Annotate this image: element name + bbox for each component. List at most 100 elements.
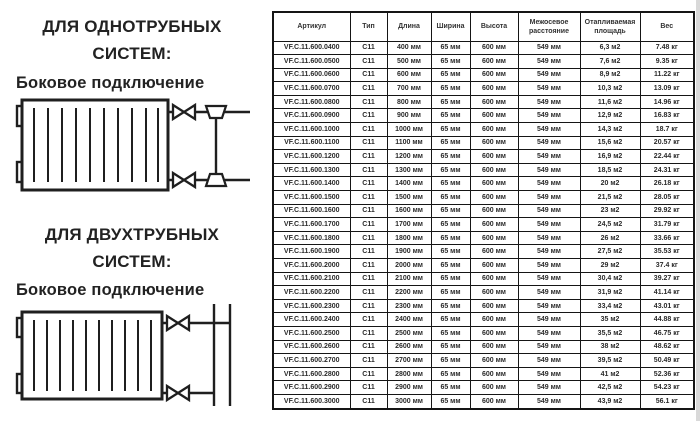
cell-article: VF.C.11.600.2100 <box>272 271 351 287</box>
cell-width: 65 мм <box>430 135 471 151</box>
table-row: VF.C.11.600.2700 C11 2700 мм 65 мм 600 м… <box>272 353 695 368</box>
cell-article: VF.C.11.600.2900 <box>272 380 351 395</box>
cell-article: VF.C.11.600.1300 <box>272 162 351 178</box>
cell-heated-area: 6,3 м2 <box>579 40 641 56</box>
cell-heated-area: 42,5 м2 <box>579 380 641 395</box>
cell-type: C11 <box>349 162 388 178</box>
cell-weight: 11.22 кг <box>639 67 695 83</box>
table-row: VF.C.11.600.0800 C11 800 мм 65 мм 600 мм… <box>272 94 695 110</box>
spec-table-container: Артикул Тип Длина Ширина Высота Межосево… <box>272 11 695 410</box>
cell-height: 600 мм <box>469 149 519 164</box>
section-subtitle-two-pipe: Боковое подключение <box>16 281 205 299</box>
cell-heated-area: 23 м2 <box>579 203 641 219</box>
cell-axle-distance: 549 мм <box>517 271 581 287</box>
cell-axle-distance: 549 мм <box>517 122 581 137</box>
cell-axle-distance: 549 мм <box>517 285 581 300</box>
cell-width: 65 мм <box>430 271 471 287</box>
cell-type: C11 <box>349 94 388 110</box>
cell-weight: 18.7 кг <box>639 122 695 137</box>
cell-article: VF.C.11.600.1500 <box>272 190 351 205</box>
cell-weight: 37.4 кг <box>639 258 695 273</box>
cell-width: 65 мм <box>430 122 471 137</box>
table-row: VF.C.11.600.0400 C11 400 мм 65 мм 600 мм… <box>272 40 695 56</box>
cell-width: 65 мм <box>430 149 471 164</box>
cell-height: 600 мм <box>469 122 519 137</box>
cell-article: VF.C.11.600.2000 <box>272 258 351 273</box>
cell-type: C11 <box>349 325 388 341</box>
cell-article: VF.C.11.600.1800 <box>272 230 351 246</box>
cell-length: 2900 мм <box>386 380 432 395</box>
cell-weight: 13.09 кг <box>639 81 695 96</box>
cell-type: C11 <box>349 176 388 192</box>
cell-type: C11 <box>349 217 388 232</box>
tee-fitting-icon <box>204 172 228 188</box>
section-title-line1: ДЛЯ ОДНОТРУБНЫХ <box>42 17 222 36</box>
cell-heated-area: 35 м2 <box>579 312 641 327</box>
cell-type: C11 <box>349 81 388 96</box>
cell-height: 600 мм <box>469 271 519 287</box>
cell-height: 600 мм <box>469 94 519 110</box>
cell-type: C11 <box>349 366 388 382</box>
table-row: VF.C.11.600.1600 C11 1600 мм 65 мм 600 м… <box>272 203 695 219</box>
cell-weight: 56.1 кг <box>639 393 695 410</box>
cell-axle-distance: 549 мм <box>517 94 581 110</box>
cell-type: C11 <box>349 230 388 246</box>
cell-heated-area: 26 м2 <box>579 230 641 246</box>
cell-axle-distance: 549 мм <box>517 353 581 368</box>
cell-article: VF.C.11.600.2700 <box>272 353 351 368</box>
radiator-fins <box>33 108 159 182</box>
cell-height: 600 мм <box>469 393 519 410</box>
cell-type: C11 <box>349 298 388 314</box>
cell-length: 2800 мм <box>386 366 432 382</box>
cell-heated-area: 29 м2 <box>579 258 641 273</box>
section-title-two-pipe: ДЛЯ ДВУХТРУБНЫХ СИСТЕМ: <box>0 221 264 275</box>
cell-height: 600 мм <box>469 176 519 192</box>
cell-weight: 26.18 кг <box>639 176 695 192</box>
cell-type: C11 <box>349 108 388 124</box>
cell-length: 1700 мм <box>386 217 432 232</box>
cell-weight: 41.14 кг <box>639 285 695 300</box>
section-title-single-pipe: ДЛЯ ОДНОТРУБНЫХ СИСТЕМ: <box>0 13 264 67</box>
cell-axle-distance: 549 мм <box>517 393 581 410</box>
cell-length: 1300 мм <box>386 162 432 178</box>
cell-weight: 33.66 кг <box>639 230 695 246</box>
cell-width: 65 мм <box>430 258 471 273</box>
cell-width: 65 мм <box>430 94 471 110</box>
cell-weight: 44.88 кг <box>639 312 695 327</box>
left-panel: ДЛЯ ОДНОТРУБНЫХ СИСТЕМ: Боковое подключе… <box>0 0 268 421</box>
cell-height: 600 мм <box>469 230 519 246</box>
cell-length: 2300 мм <box>386 298 432 314</box>
cell-width: 65 мм <box>430 230 471 246</box>
cell-height: 600 мм <box>469 325 519 341</box>
valve-icon <box>171 170 197 190</box>
cell-type: C11 <box>349 40 388 56</box>
cell-axle-distance: 549 мм <box>517 81 581 96</box>
cell-heated-area: 39,5 м2 <box>579 353 641 368</box>
cell-length: 1600 мм <box>386 203 432 219</box>
cell-length: 1500 мм <box>386 190 432 205</box>
cell-axle-distance: 549 мм <box>517 176 581 192</box>
two-pipe-connection-diagram <box>15 304 232 406</box>
cell-length: 2600 мм <box>386 339 432 355</box>
cell-axle-distance: 549 мм <box>517 135 581 151</box>
spec-table-body: VF.C.11.600.0400 C11 400 мм 65 мм 600 мм… <box>272 40 695 410</box>
cell-article: VF.C.11.600.1900 <box>272 244 351 259</box>
cell-weight: 14.96 кг <box>639 94 695 110</box>
cell-height: 600 мм <box>469 162 519 178</box>
single-pipe-connection-diagram <box>15 98 250 192</box>
cell-type: C11 <box>349 244 388 259</box>
cell-article: VF.C.11.600.2200 <box>272 285 351 300</box>
cell-height: 600 мм <box>469 353 519 368</box>
cell-heated-area: 31,9 м2 <box>579 285 641 300</box>
cell-height: 600 мм <box>469 135 519 151</box>
cell-type: C11 <box>349 393 388 410</box>
cell-length: 1100 мм <box>386 135 432 151</box>
table-row: VF.C.11.600.0600 C11 600 мм 65 мм 600 мм… <box>272 67 695 83</box>
cell-length: 500 мм <box>386 54 432 69</box>
table-row: VF.C.11.600.1900 C11 1900 мм 65 мм 600 м… <box>272 244 695 259</box>
section-subtitle-single-pipe: Боковое подключение <box>16 74 205 92</box>
cell-width: 65 мм <box>430 190 471 205</box>
cell-weight: 52.36 кг <box>639 366 695 382</box>
col-header-length: Длина <box>386 11 432 42</box>
